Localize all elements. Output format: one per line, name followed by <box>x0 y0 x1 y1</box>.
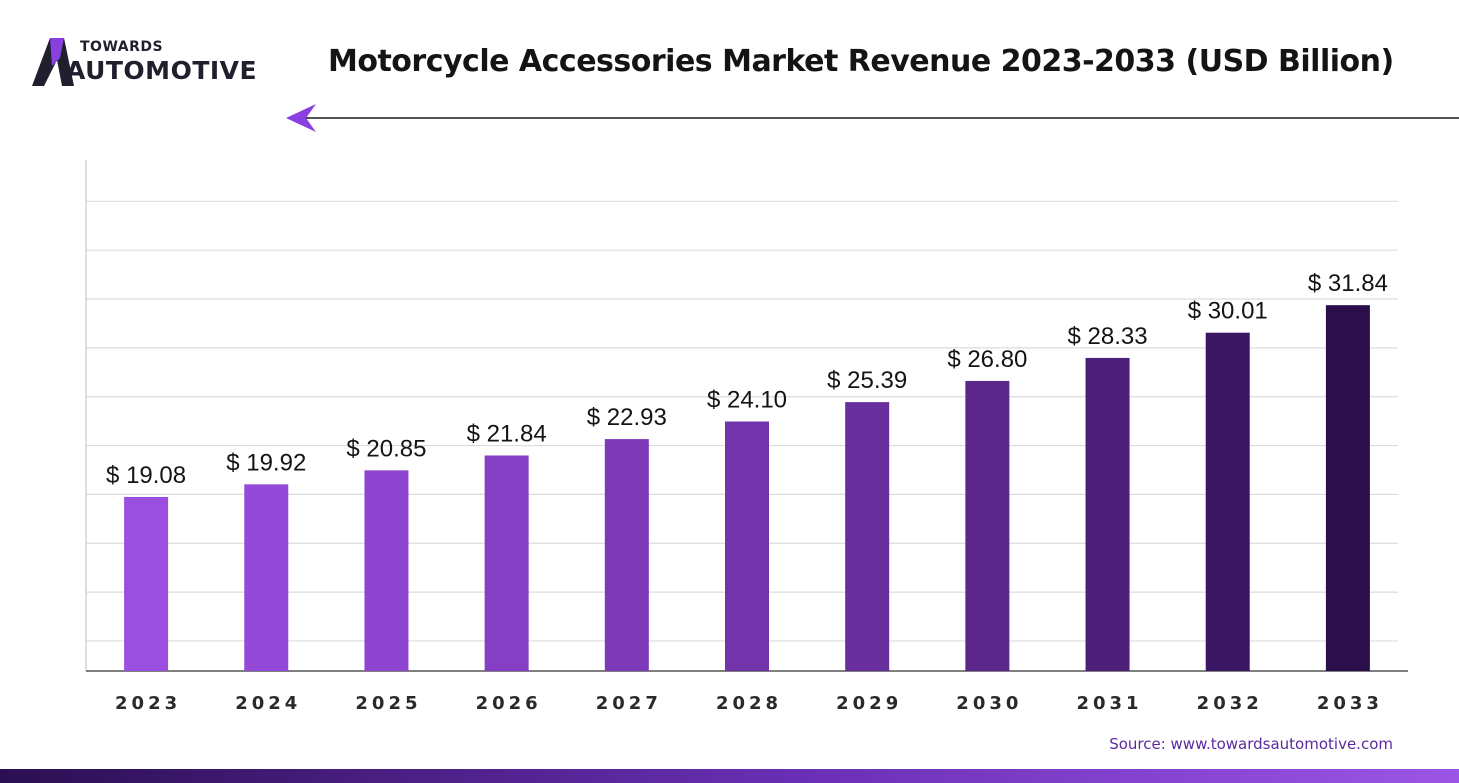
x-tick-label-2028: 2028 <box>716 693 782 714</box>
bar-value-label-2027: $ 22.93 <box>587 404 667 431</box>
bar-2032 <box>1205 332 1250 671</box>
bar-2031 <box>1085 357 1130 671</box>
brand-logo: TOWARDS AUTOMOTIVE <box>28 36 288 96</box>
bar-2028 <box>725 421 769 671</box>
footer-gradient-band <box>0 769 1459 783</box>
x-tick-label-2031: 2031 <box>1076 693 1142 714</box>
bar-value-label-2033: $ 31.84 <box>1308 270 1388 297</box>
arrow-left-icon <box>286 104 316 132</box>
bar-value-label-2023: $ 19.08 <box>106 462 186 489</box>
x-tick-label-2024: 2024 <box>235 693 301 714</box>
bar-2030 <box>965 380 1010 671</box>
x-tick-label-2029: 2029 <box>836 693 902 714</box>
bar-2024 <box>244 484 289 671</box>
x-tick-labels: 2023 2024 2025 2026 2027 2028 2029 2030 2031 2032… <box>115 693 1383 714</box>
bars <box>124 305 1370 671</box>
bar-value-labels: $ 19.08 $ 19.92 $ 20.85 $ 21.84 $ 22.93 $ 24.… <box>106 270 1388 489</box>
x-tick-label-2033: 2033 <box>1317 693 1383 714</box>
x-tick-label-2030: 2030 <box>956 693 1022 714</box>
bar-value-label-2030: $ 26.80 <box>947 346 1027 373</box>
bar-value-label-2024: $ 19.92 <box>226 449 306 476</box>
bar-value-label-2028: $ 24.10 <box>707 387 787 414</box>
brand-logo-line1: TOWARDS <box>80 39 164 55</box>
bar-2033 <box>1325 305 1370 671</box>
bar-value-label-2029: $ 25.39 <box>827 367 907 394</box>
x-tick-label-2025: 2025 <box>355 693 421 714</box>
bar-2023 <box>124 496 169 671</box>
brand-logo-icon <box>32 38 74 86</box>
bar-value-label-2026: $ 21.84 <box>467 420 547 447</box>
x-tick-label-2027: 2027 <box>596 693 662 714</box>
bar-2027 <box>604 439 649 671</box>
x-tick-label-2023: 2023 <box>115 693 181 714</box>
bar-value-label-2032: $ 30.01 <box>1188 298 1268 325</box>
chart-title: Motorcycle Accessories Market Revenue 20… <box>328 44 1394 79</box>
x-tick-label-2026: 2026 <box>476 693 542 714</box>
x-tick-label-2032: 2032 <box>1197 693 1263 714</box>
header-divider <box>286 104 1459 132</box>
bar-2026 <box>484 455 529 671</box>
bar-2029 <box>845 402 890 671</box>
source-note: Source: www.towardsautomotive.com <box>1109 735 1393 753</box>
bar-value-label-2031: $ 28.33 <box>1068 323 1148 350</box>
bar-value-label-2025: $ 20.85 <box>346 435 426 462</box>
brand-logo-line2: AUTOMOTIVE <box>66 56 258 85</box>
bar-2025 <box>364 470 409 671</box>
